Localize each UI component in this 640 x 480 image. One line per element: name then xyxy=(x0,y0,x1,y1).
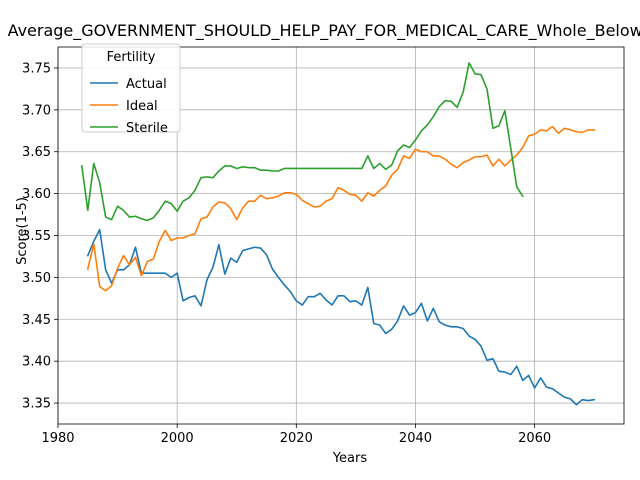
y-tick-label: 3.55 xyxy=(22,229,51,244)
legend-label-ideal: Ideal xyxy=(126,99,158,114)
y-tick-label: 3.60 xyxy=(22,187,51,202)
axis-ticks: 1980 2000 2020 2040 2060 3.35 3.40 3.45 3.50 3.55… xyxy=(22,61,551,446)
y-tick-label: 3.50 xyxy=(22,271,51,286)
x-axis-label: Years xyxy=(332,451,368,466)
series-line-sterile xyxy=(80,62,524,222)
y-tick-label: 3.65 xyxy=(22,145,51,160)
x-tick-label: 2060 xyxy=(518,431,551,446)
chart-title: Average_GOVERNMENT_SHOULD_HELP_PAY_FOR_M… xyxy=(8,21,640,41)
legend: Fertility Actual Ideal Sterile xyxy=(81,43,181,136)
y-tick-label: 3.40 xyxy=(22,355,51,370)
y-tick-label: 3.45 xyxy=(22,313,51,328)
series-line-ideal xyxy=(86,125,596,292)
y-tick-label: 3.35 xyxy=(22,397,51,412)
series-line-actual xyxy=(86,228,596,406)
x-tick-label: 2040 xyxy=(399,431,432,446)
legend-label-actual: Actual xyxy=(126,77,167,92)
x-tick-label: 2020 xyxy=(280,431,313,446)
y-tick-label: 3.70 xyxy=(22,103,51,118)
y-axis-label: Score(1-5) xyxy=(15,197,30,265)
x-tick-label: 2000 xyxy=(161,431,194,446)
legend-label-sterile: Sterile xyxy=(126,121,168,136)
x-tick-label: 1980 xyxy=(41,431,74,446)
grid-lines xyxy=(57,47,624,424)
y-tick-label: 3.75 xyxy=(22,61,51,76)
data-series xyxy=(80,62,596,406)
legend-box xyxy=(81,43,181,133)
legend-title: Fertility xyxy=(107,50,156,65)
